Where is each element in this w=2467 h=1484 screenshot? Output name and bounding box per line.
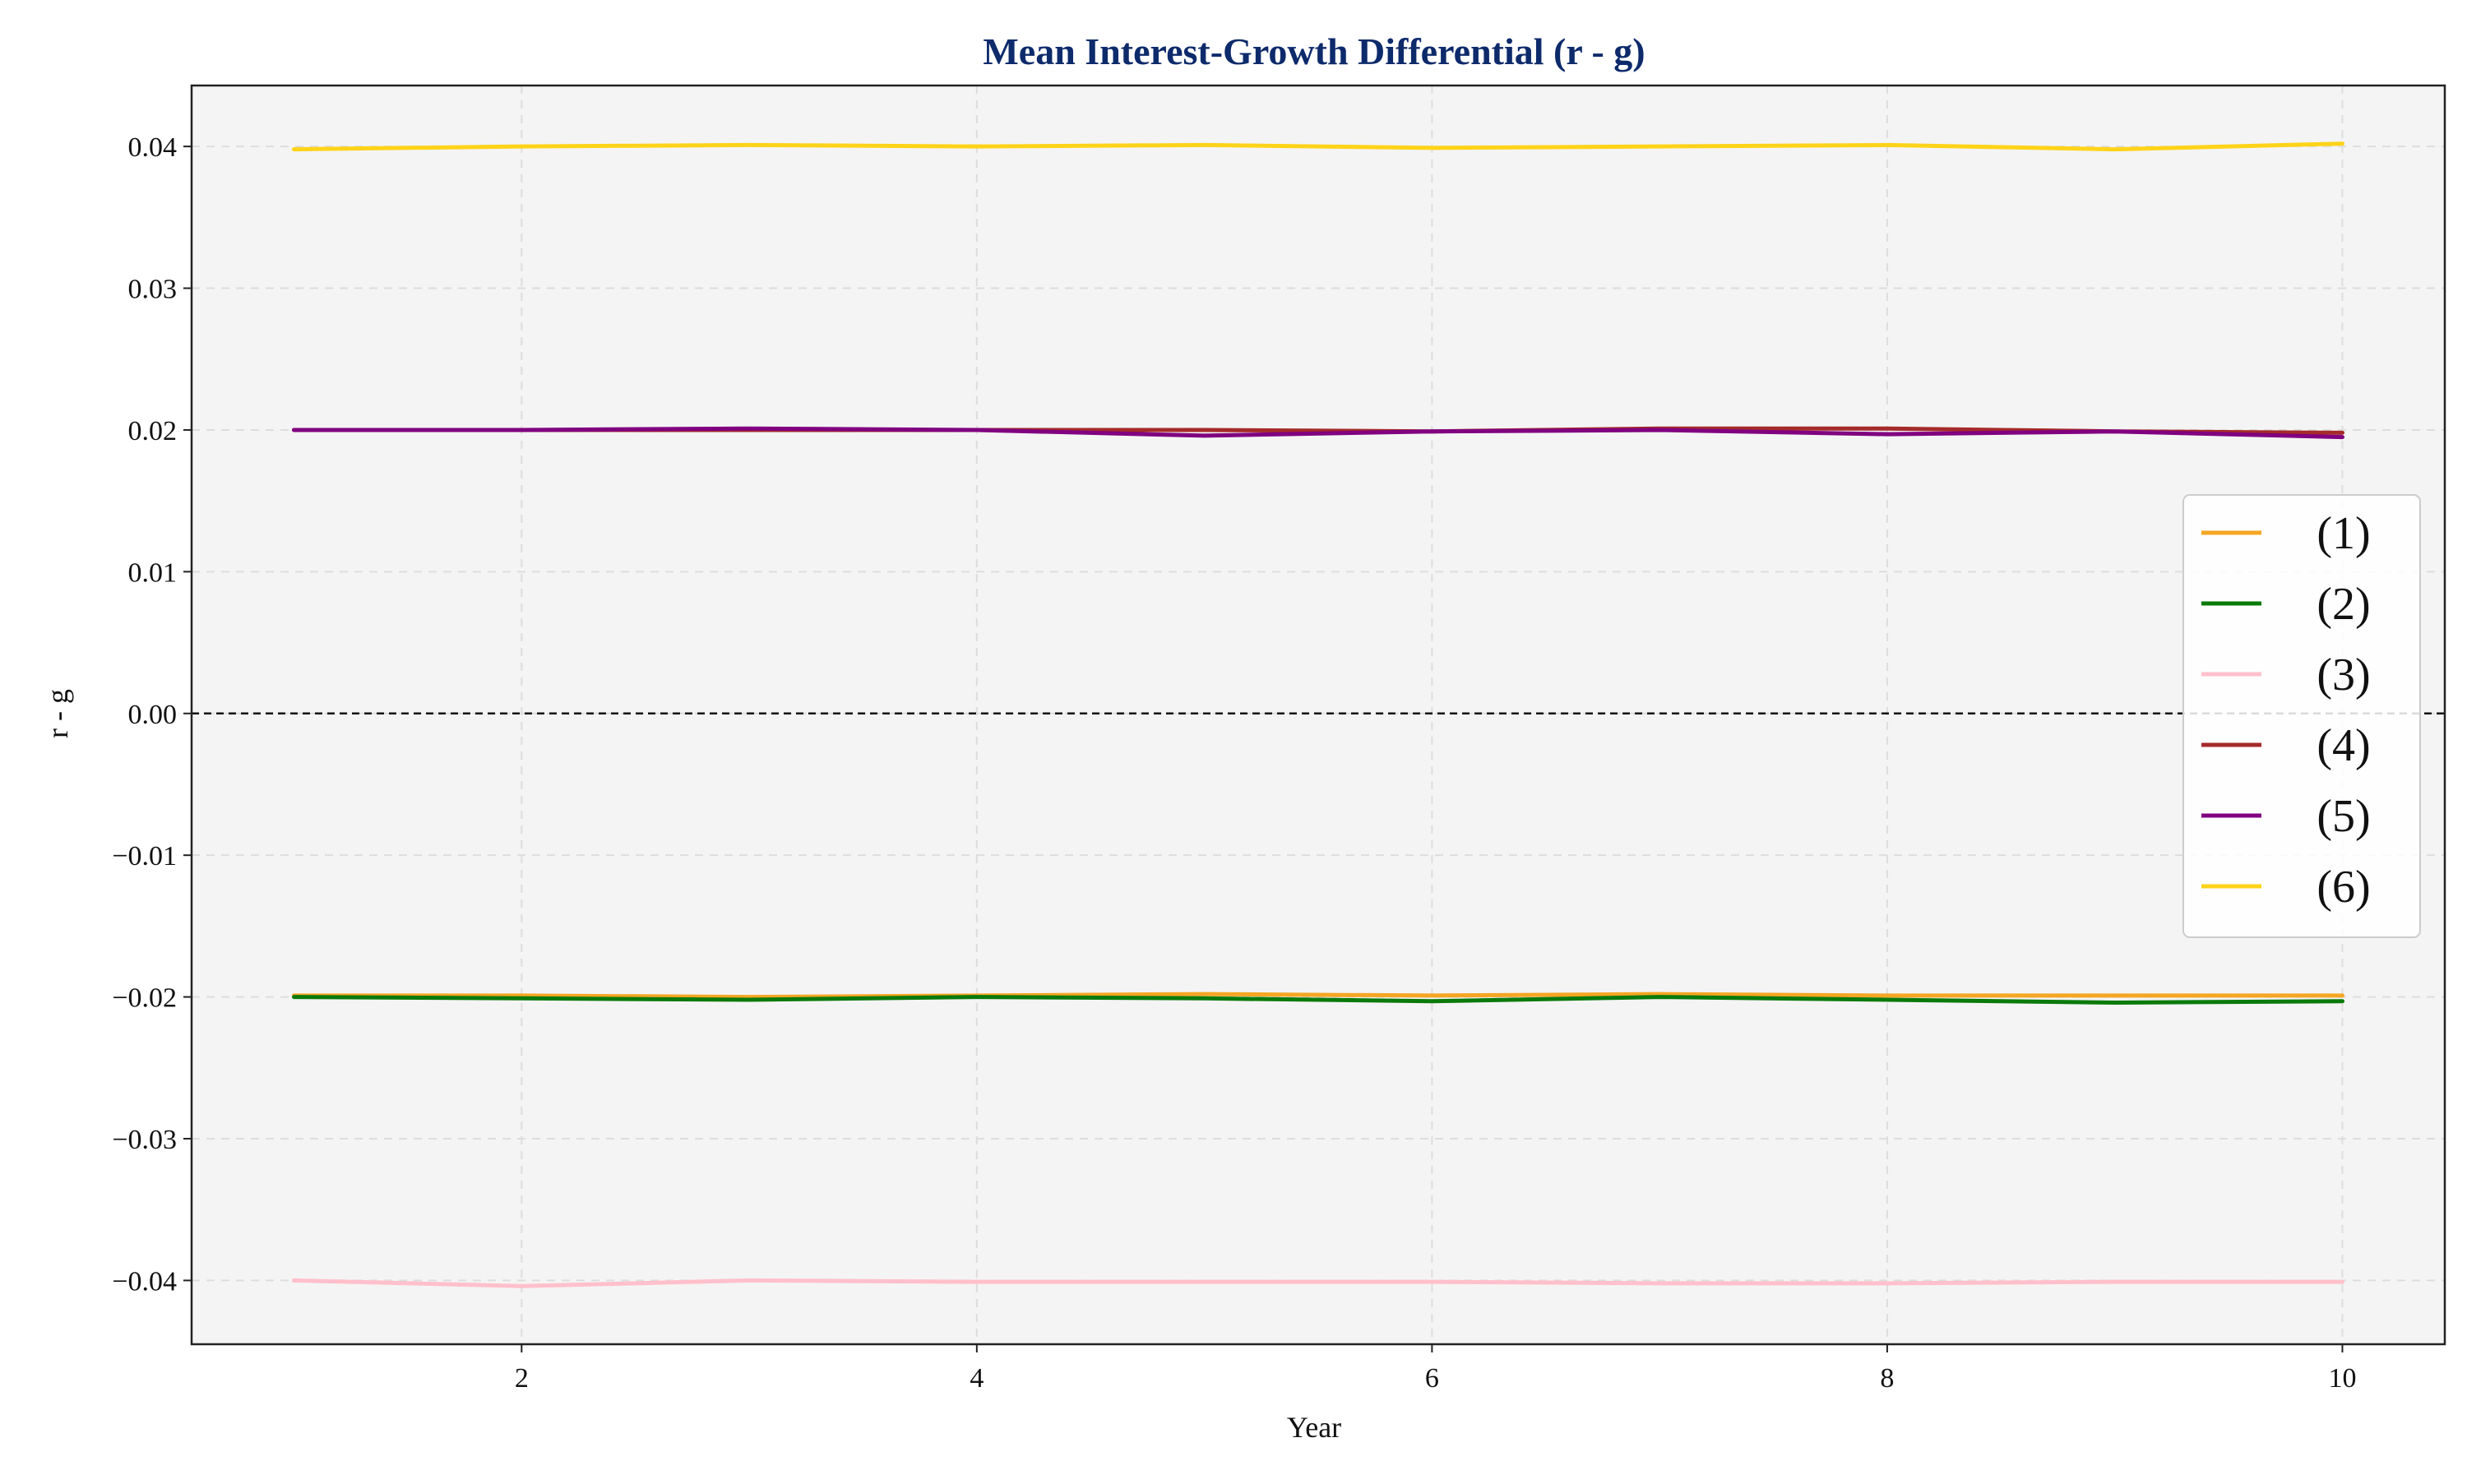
y-tick-label: 0.03	[128, 275, 178, 305]
series-line-6	[292, 141, 2344, 152]
y-tick-label: 0.01	[128, 557, 178, 588]
series-line-3	[292, 1278, 2344, 1288]
legend-label-2: (2)	[2317, 579, 2370, 630]
y-tick-label: −0.01	[112, 841, 177, 871]
x-tick-label: 6	[1425, 1363, 1439, 1394]
x-tick-label: 2	[515, 1363, 529, 1394]
series-line-1	[292, 992, 2344, 1000]
y-tick-label: −0.02	[112, 983, 177, 1014]
chart-title: Mean Interest-Growth Differential (r - g…	[983, 30, 1645, 72]
legend-label-6: (6)	[2317, 862, 2370, 913]
legend: (1) (2) (3) (4) (5) (6)	[2182, 494, 2421, 938]
legend-label-3: (3)	[2317, 650, 2370, 700]
x-tick-label: 10	[2328, 1363, 2356, 1394]
y-tick-label: 0.04	[128, 132, 178, 163]
series-line-2	[292, 995, 2344, 1005]
y-tick-label: 0.02	[128, 416, 178, 446]
x-tick-label: 4	[970, 1363, 984, 1394]
legend-box	[2182, 494, 2421, 938]
legend-label-5: (5)	[2317, 791, 2370, 842]
y-axis-label: r - g	[41, 689, 74, 738]
series-lines	[292, 141, 2344, 1288]
y-tick-label: 0.00	[128, 700, 178, 730]
y-tick-label: −0.04	[112, 1266, 177, 1297]
x-axis-label: Year	[1287, 1411, 1341, 1444]
axis-ticks: 2 4 6 8 10 −0.04 −0.03 −0.02 −0.01 0.00 0.01 0.02 0.…	[112, 132, 2356, 1394]
legend-label-1: (1)	[2317, 508, 2370, 559]
legend-label-4: (4)	[2317, 720, 2370, 771]
series-line-5	[292, 426, 2344, 440]
plot-area	[192, 86, 2445, 1344]
x-tick-label: 8	[1880, 1363, 1894, 1394]
y-tick-label: −0.03	[112, 1125, 177, 1155]
plot-frame	[190, 84, 2446, 1346]
